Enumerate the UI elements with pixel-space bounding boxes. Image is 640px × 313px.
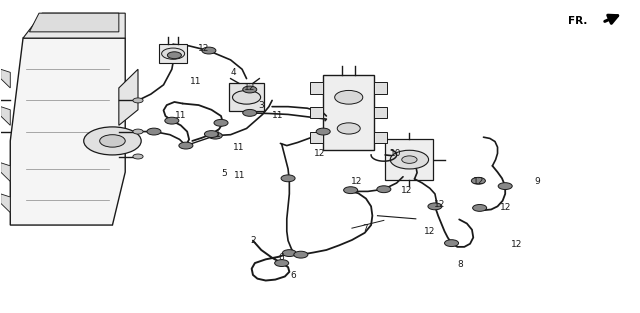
Circle shape (100, 135, 125, 147)
Circle shape (344, 187, 358, 193)
Text: 12: 12 (401, 186, 412, 195)
Text: 11: 11 (232, 143, 244, 152)
Text: 7: 7 (362, 224, 367, 233)
Circle shape (377, 186, 391, 192)
Text: 9: 9 (534, 177, 540, 186)
Circle shape (402, 156, 417, 163)
Bar (323, 75, 374, 150)
Circle shape (165, 117, 179, 124)
Polygon shape (23, 13, 125, 38)
Circle shape (428, 203, 442, 210)
Polygon shape (1, 163, 10, 182)
Text: 8: 8 (458, 260, 463, 269)
Circle shape (337, 123, 360, 134)
Polygon shape (1, 107, 10, 125)
Text: 6: 6 (291, 271, 296, 280)
Circle shape (243, 86, 257, 93)
Circle shape (275, 260, 289, 266)
Text: 12: 12 (473, 177, 484, 186)
Circle shape (445, 240, 459, 247)
Text: 10: 10 (390, 149, 401, 158)
Text: 12: 12 (424, 227, 436, 236)
Text: 11: 11 (234, 171, 246, 180)
Text: 12: 12 (314, 149, 326, 158)
Polygon shape (1, 69, 10, 88)
Circle shape (84, 127, 141, 155)
Circle shape (168, 52, 181, 59)
Circle shape (214, 120, 228, 126)
Bar (228, 83, 264, 111)
Bar (310, 82, 323, 94)
Circle shape (133, 154, 143, 159)
Circle shape (390, 150, 429, 169)
Text: 12: 12 (499, 203, 511, 213)
Circle shape (133, 129, 143, 134)
Text: 12: 12 (351, 177, 363, 186)
Circle shape (335, 90, 363, 104)
Bar (374, 132, 387, 143)
Circle shape (282, 250, 296, 257)
Circle shape (472, 204, 486, 211)
Circle shape (147, 128, 161, 135)
Circle shape (243, 110, 257, 116)
Polygon shape (29, 13, 119, 32)
Circle shape (471, 177, 485, 184)
Bar (310, 107, 323, 119)
Polygon shape (1, 194, 10, 213)
Circle shape (232, 90, 260, 104)
Text: 3: 3 (259, 100, 264, 110)
Text: 11: 11 (175, 111, 186, 121)
Text: 1: 1 (215, 130, 221, 139)
Circle shape (202, 47, 216, 54)
Polygon shape (119, 69, 138, 125)
Circle shape (162, 48, 184, 59)
Circle shape (316, 128, 330, 135)
Circle shape (179, 142, 193, 149)
Text: 11: 11 (271, 111, 283, 121)
Circle shape (208, 132, 222, 139)
Text: 12: 12 (198, 44, 209, 54)
Bar (385, 139, 433, 180)
Bar (310, 132, 323, 143)
Bar (374, 82, 387, 94)
Text: FR.: FR. (568, 16, 587, 26)
Circle shape (204, 131, 218, 137)
Bar (374, 107, 387, 119)
Text: 2: 2 (250, 236, 256, 245)
Polygon shape (10, 38, 125, 225)
Text: 12: 12 (435, 200, 445, 209)
Bar (159, 44, 187, 63)
Text: 12: 12 (244, 84, 255, 92)
Text: 4: 4 (231, 68, 237, 77)
Text: 12: 12 (511, 240, 522, 249)
Circle shape (133, 98, 143, 103)
Text: 11: 11 (189, 77, 201, 86)
Circle shape (281, 175, 295, 182)
Text: 6: 6 (279, 253, 285, 262)
Circle shape (294, 251, 308, 258)
Text: 5: 5 (221, 169, 227, 178)
Circle shape (498, 183, 512, 190)
